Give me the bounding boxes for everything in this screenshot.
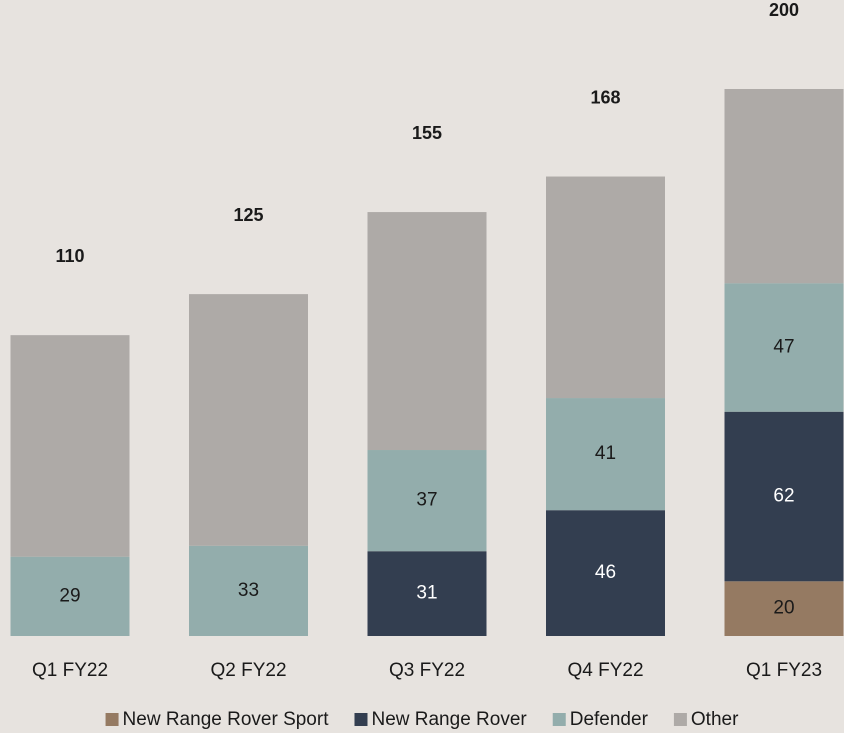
segment-label: 37 — [416, 490, 437, 511]
total-label: 155 — [412, 123, 442, 143]
bar-segment — [546, 398, 665, 511]
bar-segment — [10, 556, 130, 636]
bar-segment — [367, 551, 487, 636]
bar-segment — [367, 212, 487, 451]
segment-label: 20 — [773, 598, 794, 619]
segment-label: 31 — [416, 583, 437, 604]
bar-segment — [189, 294, 308, 546]
total-label: 110 — [55, 246, 84, 266]
segment-label: 46 — [595, 562, 616, 583]
x-tick-label: Q3 FY22 — [389, 660, 465, 681]
legend-label: Other — [691, 709, 739, 730]
bar-segment — [189, 545, 308, 636]
legend-label: New Range Rover — [371, 709, 527, 730]
x-tick-label: Q1 FY22 — [32, 660, 108, 681]
x-tick-label: Q1 FY23 — [746, 660, 822, 681]
total-label: 125 — [233, 205, 263, 225]
bar-segment — [724, 411, 844, 582]
legend-swatch — [105, 713, 119, 726]
x-tick-label: Q2 FY22 — [210, 660, 286, 681]
bar-segment — [724, 89, 844, 284]
legend-label: Defender — [570, 709, 649, 730]
legend-swatch — [354, 713, 368, 726]
total-label: 168 — [590, 87, 620, 107]
bar-segment — [367, 450, 487, 552]
bar-segment — [546, 176, 665, 399]
segment-label: 47 — [773, 336, 794, 357]
bar-segment — [546, 510, 665, 636]
segment-label: 62 — [773, 486, 794, 507]
segment-label: 29 — [59, 585, 80, 606]
x-tick-label: Q4 FY22 — [567, 660, 643, 681]
legend-swatch — [552, 713, 566, 726]
bar-segment — [724, 581, 844, 636]
bar-segment — [724, 283, 844, 412]
total-label: 200 — [769, 0, 799, 20]
legend-swatch — [673, 713, 687, 726]
segment-label: 41 — [595, 443, 616, 464]
segment-label: 33 — [238, 580, 259, 601]
bar-segment — [10, 335, 130, 557]
legend-label: New Range Rover Sport — [123, 709, 330, 730]
